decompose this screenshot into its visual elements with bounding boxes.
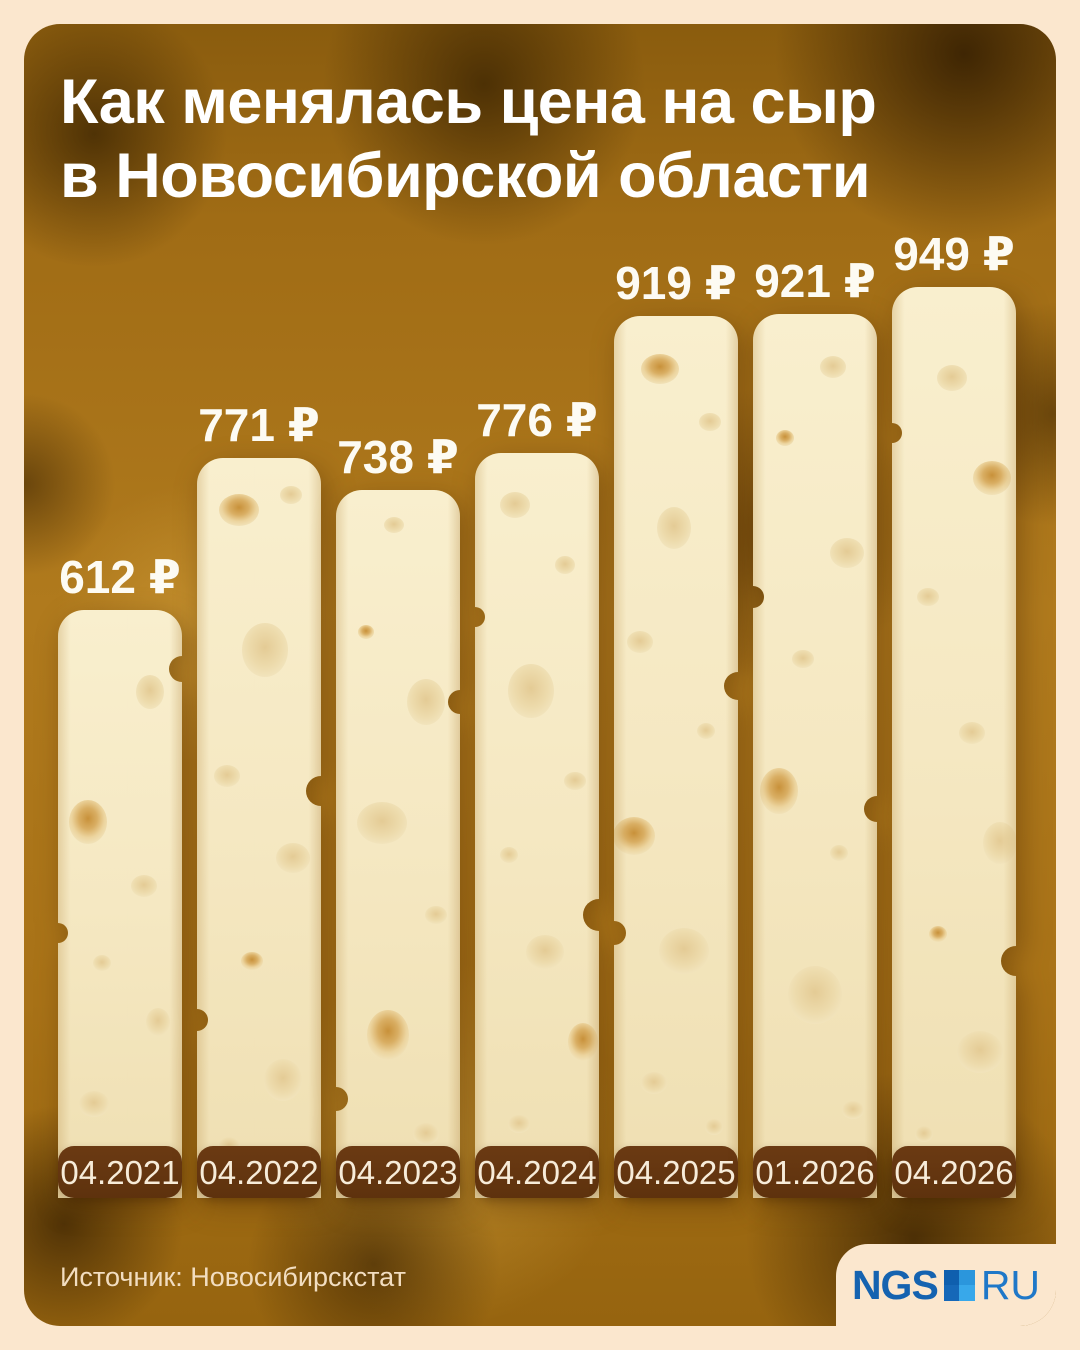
date-pill: 04.2024	[475, 1146, 599, 1198]
cheese-bar	[58, 610, 182, 1198]
ngs-logo-tab: NGS RU	[836, 1244, 1056, 1326]
cheese-bar	[892, 287, 1016, 1198]
date-pill: 04.2026	[892, 1146, 1016, 1198]
cheese-bar-wrap: 776 ₽	[475, 394, 599, 1198]
cheese-bar-wrap: 921 ₽	[753, 255, 877, 1198]
page-title-line1: Как менялась цена на сыр	[60, 67, 877, 137]
page-title: Как менялась цена на сыр в Новосибирской…	[60, 66, 1020, 213]
logo-text-ru: RU	[980, 1261, 1041, 1308]
price-label: 919 ₽	[615, 257, 737, 309]
source-note: Источник: Новосибирскстат	[60, 1262, 406, 1292]
bar-column: 738 ₽ 04.2023	[336, 431, 460, 1198]
date-pill: 04.2025	[614, 1146, 738, 1198]
cheese-bar	[475, 453, 599, 1198]
price-label: 921 ₽	[754, 255, 876, 307]
cheese-bar-wrap: 612 ₽	[58, 551, 182, 1198]
bar-column: 776 ₽ 04.2024	[475, 394, 599, 1198]
cheese-bar-wrap: 949 ₽	[892, 228, 1016, 1198]
logo-text-ngs: NGS	[851, 1261, 939, 1308]
cheese-bar	[614, 316, 738, 1198]
price-label: 776 ₽	[476, 394, 598, 446]
ngs-ru-logo[interactable]: NGS RU	[852, 1262, 1040, 1309]
cheese-bar	[197, 458, 321, 1198]
logo-square-icon	[943, 1269, 975, 1301]
cheese-bar-wrap: 738 ₽	[336, 431, 460, 1198]
date-pill: 04.2023	[336, 1146, 460, 1198]
date-pill: 01.2026	[753, 1146, 877, 1198]
bar-column: 771 ₽ 04.2022	[197, 399, 321, 1198]
page-title-line2: в Новосибирской области	[60, 140, 871, 211]
cheese-bar-wrap: 771 ₽	[197, 399, 321, 1198]
price-label: 612 ₽	[59, 551, 181, 603]
infographic-canvas: Как менялась цена на сыр в Новосибирской…	[24, 24, 1056, 1326]
price-label: 738 ₽	[337, 431, 459, 483]
cheese-bar-wrap: 919 ₽	[614, 257, 738, 1198]
price-label: 949 ₽	[893, 228, 1015, 280]
bar-column: 919 ₽ 04.2025	[614, 257, 738, 1198]
date-pill: 04.2022	[197, 1146, 321, 1198]
bar-column: 949 ₽ 04.2026	[892, 228, 1016, 1198]
cheese-bar	[336, 490, 460, 1198]
price-label: 771 ₽	[198, 399, 320, 451]
bar-column: 921 ₽ 01.2026	[753, 255, 877, 1198]
cheese-bar	[753, 314, 877, 1198]
bar-column: 612 ₽ 04.2021	[58, 551, 182, 1198]
cheese-bar-chart: 612 ₽ 04.2021 771 ₽ 04.2022 738 ₽ 04.2023 776 …	[24, 24, 1056, 1198]
date-pill: 04.2021	[58, 1146, 182, 1198]
